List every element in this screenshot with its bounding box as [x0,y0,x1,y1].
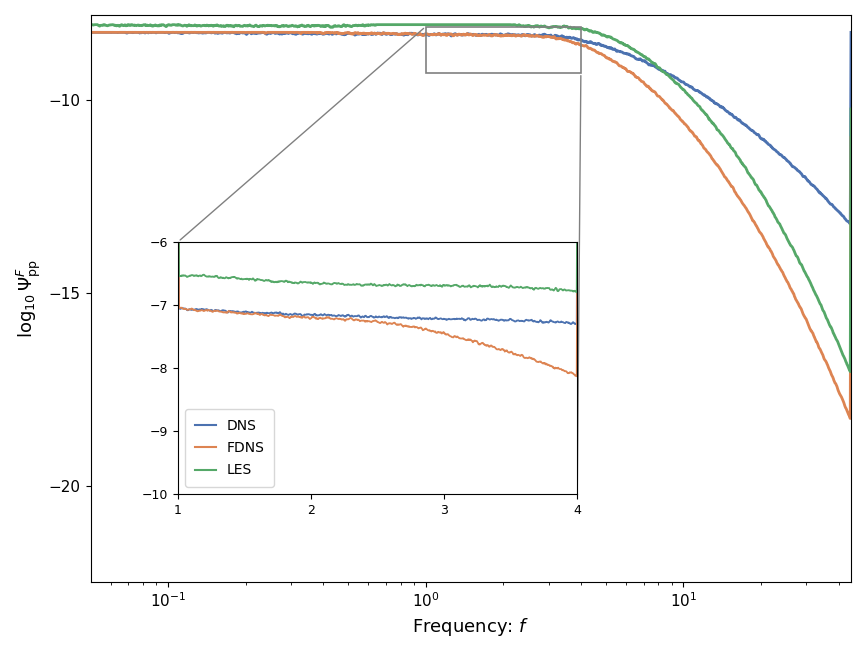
DNS [456,31,466,39]
Line: FDNS: FDNS [91,33,851,419]
FDNS [86,29,96,37]
FDNS [124,29,134,37]
Y-axis label: $\log_{10} \Psi_{\mathrm{pp}}^{F}$: $\log_{10} \Psi_{\mathrm{pp}}^{F}$ [15,259,43,338]
LES [684,92,695,100]
DNS [86,29,96,37]
DNS [435,31,445,39]
LES [845,368,856,375]
DNS [846,29,856,37]
Bar [426,27,581,73]
LES [124,21,134,29]
DNS [124,29,134,37]
X-axis label: Frequency: $f$: Frequency: $f$ [412,616,529,638]
FDNS [846,134,856,142]
LES [824,319,834,326]
DNS [824,198,834,206]
FDNS [684,126,695,134]
DNS [684,82,695,90]
LES [435,21,445,29]
LES [824,320,834,328]
FDNS [845,415,856,422]
LES [456,21,466,29]
LES [846,105,856,113]
Line: DNS: DNS [91,33,851,223]
DNS [824,199,834,206]
Line: LES: LES [91,25,851,372]
FDNS [435,30,445,38]
LES [86,21,96,29]
FDNS [824,364,834,372]
DNS [845,219,856,227]
FDNS [824,364,834,372]
FDNS [456,31,466,39]
